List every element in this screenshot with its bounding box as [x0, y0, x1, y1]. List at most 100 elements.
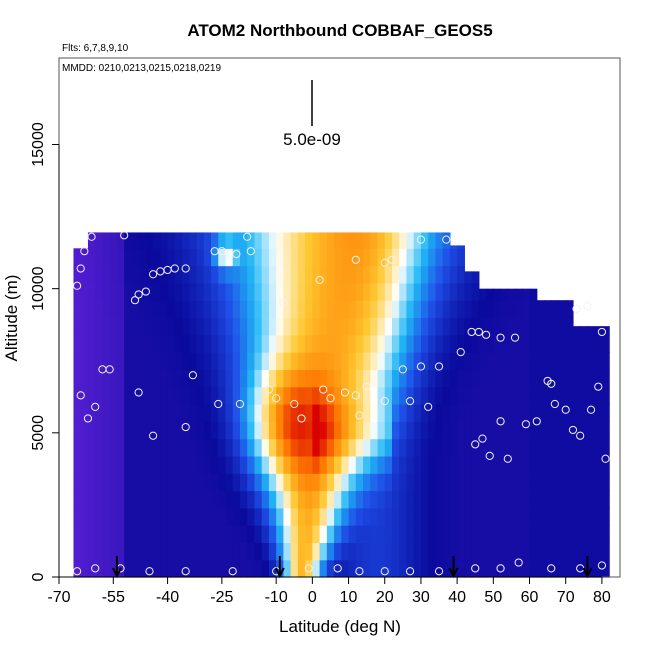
- heatmap-cell: [131, 352, 140, 370]
- heatmap-cell: [232, 334, 241, 353]
- heatmap-cell: [399, 507, 408, 526]
- heatmap-cell: [153, 300, 161, 319]
- heatmap-cell: [268, 404, 277, 422]
- heatmap-cell: [247, 404, 256, 422]
- heatmap-cell: [493, 438, 502, 457]
- heatmap-cell: [377, 282, 386, 301]
- heatmap-cell: [500, 525, 509, 543]
- heatmap-cell: [500, 542, 509, 561]
- heatmap-cell: [363, 369, 371, 388]
- heatmap-cell: [225, 386, 234, 405]
- heatmap-cell: [167, 369, 176, 388]
- heatmap-cell: [116, 386, 125, 405]
- heatmap-cell: [131, 525, 140, 543]
- heatmap-cell: [406, 473, 415, 492]
- heatmap-cell: [305, 542, 313, 561]
- y-tick-label: 0: [30, 572, 47, 581]
- heatmap-cell: [565, 369, 574, 388]
- heatmap-cell: [167, 507, 176, 526]
- heatmap-cell: [73, 352, 82, 370]
- heatmap-cell: [283, 455, 292, 474]
- heatmap-cell: [211, 421, 219, 440]
- heatmap-cell: [399, 525, 408, 543]
- heatmap-cell: [493, 525, 502, 543]
- heatmap-cell: [471, 490, 480, 509]
- heatmap-cell: [384, 542, 393, 561]
- heatmap-cell: [471, 421, 480, 440]
- heatmap-cell: [471, 559, 480, 578]
- heatmap-cell: [449, 455, 458, 474]
- heatmap-cell: [196, 334, 205, 353]
- heatmap-cell: [80, 404, 89, 422]
- heatmap-cell: [522, 352, 531, 370]
- heatmap-cell: [276, 282, 284, 301]
- heatmap-cell: [153, 507, 161, 526]
- heatmap-cell: [80, 369, 89, 388]
- flight-point: [550, 399, 559, 409]
- y-axis: 0 5000 10000 15000: [30, 122, 60, 581]
- heatmap-cell: [254, 404, 263, 422]
- heatmap-cell: [601, 421, 610, 440]
- heatmap-cell: [363, 317, 371, 336]
- heatmap-cell: [232, 369, 241, 388]
- heatmap-cell: [167, 232, 176, 249]
- heatmap-cell: [420, 542, 429, 561]
- heatmap-cell: [442, 248, 451, 267]
- heatmap-cell: [406, 525, 415, 543]
- heatmap-cell: [254, 421, 263, 440]
- heatmap-cell: [449, 490, 458, 509]
- heatmap-cell: [203, 404, 212, 422]
- heatmap-cell: [493, 288, 502, 301]
- heatmap-cell: [247, 559, 256, 578]
- flight-point: [351, 255, 360, 264]
- heatmap-cell: [529, 473, 538, 492]
- heatmap-cell: [116, 421, 125, 440]
- heatmap-cell: [211, 334, 219, 353]
- heatmap-cell: [153, 455, 161, 474]
- flight-point: [434, 362, 444, 371]
- heatmap-cell: [153, 352, 161, 370]
- heatmap-cell: [312, 317, 321, 336]
- heatmap-cell: [522, 300, 531, 319]
- heatmap-cell: [232, 352, 241, 370]
- heatmap-cell: [493, 421, 502, 440]
- heatmap-cell: [268, 282, 277, 301]
- heatmap-cell: [384, 334, 393, 353]
- heatmap-cell: [442, 386, 451, 405]
- flight-point: [91, 402, 100, 411]
- heatmap-cell: [326, 386, 335, 405]
- heatmap-cell: [116, 455, 125, 474]
- heatmap-cell: [80, 300, 89, 319]
- heatmap-cell: [348, 265, 357, 284]
- heatmap-cell: [109, 490, 118, 509]
- heatmap-cell: [442, 490, 451, 509]
- heatmap-cell: [319, 386, 328, 405]
- heatmap-cell: [167, 317, 176, 336]
- heatmap-cell: [442, 317, 451, 336]
- heatmap-cell: [232, 542, 241, 561]
- heatmap-cell: [80, 507, 89, 526]
- heatmap-cell: [413, 317, 422, 336]
- heatmap-cell: [587, 421, 596, 440]
- heatmap-cell: [464, 317, 473, 336]
- heatmap-cell: [203, 282, 212, 301]
- heatmap-cell: [319, 455, 328, 474]
- heatmap-cell: [529, 369, 538, 388]
- heatmap-cell: [319, 232, 328, 249]
- heatmap-cell: [370, 438, 379, 457]
- heatmap-cell: [370, 404, 379, 422]
- heatmap-cell: [565, 334, 574, 353]
- heatmap-cell: [377, 438, 386, 457]
- heatmap-cell: [138, 542, 147, 561]
- heatmap-cell: [80, 421, 89, 440]
- heatmap-cell: [355, 232, 364, 249]
- heatmap-cell: [138, 473, 147, 492]
- flight-point: [503, 454, 512, 463]
- heatmap-cell: [384, 473, 393, 492]
- heatmap-cell: [515, 288, 523, 301]
- heatmap-cell: [334, 473, 342, 492]
- flight-point: [272, 394, 281, 403]
- heatmap-cell: [239, 334, 248, 353]
- heatmap-cell: [478, 334, 487, 353]
- heatmap-cell: [182, 248, 190, 267]
